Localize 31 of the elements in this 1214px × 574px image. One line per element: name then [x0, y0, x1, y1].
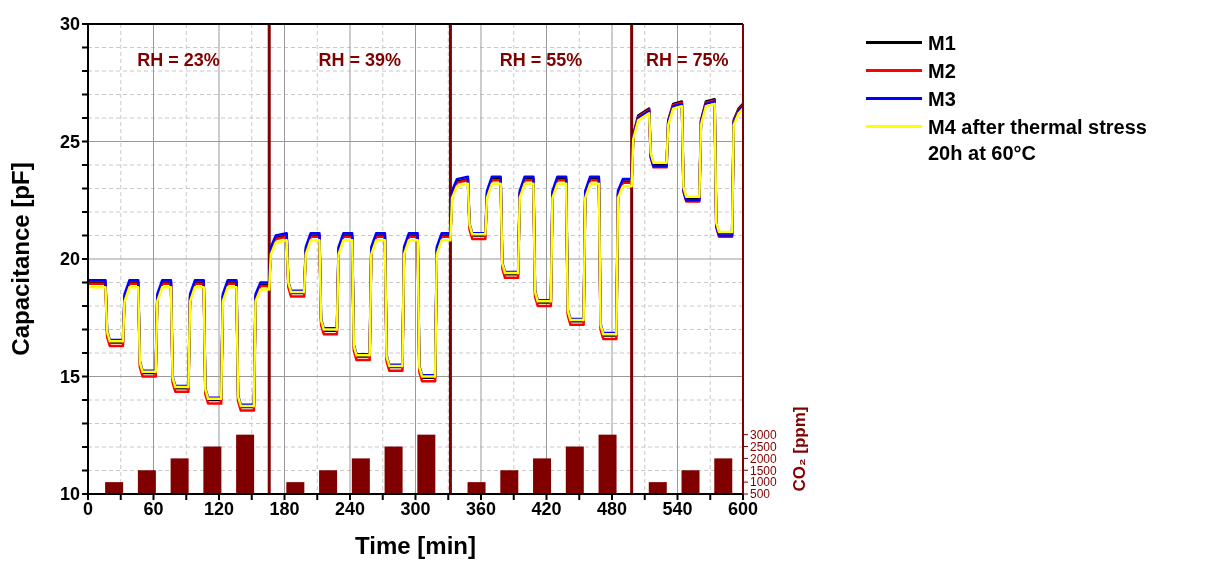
- legend-label: M3: [928, 87, 957, 112]
- y-tick-label: 15: [59, 366, 80, 387]
- x-tick-label: 180: [269, 498, 300, 519]
- y2-axis-title: CO₂ [ppm]: [790, 406, 809, 492]
- legend-label: M2: [928, 59, 957, 84]
- y2-tick-label: 1500: [750, 463, 778, 478]
- x-tick-label: 540: [662, 498, 693, 519]
- x-tick-label: 0: [82, 498, 94, 519]
- x-tick-label: 240: [334, 498, 366, 519]
- y-tick-label: 20: [59, 249, 80, 270]
- y-tick-label: 30: [59, 14, 80, 35]
- y-tick-label: 10: [59, 484, 80, 505]
- y2-tick-label: 2000: [750, 451, 778, 466]
- y-tick-label: 25: [59, 131, 80, 152]
- annotation: RH = 23%: [137, 49, 220, 70]
- x-axis-title: Time [min]: [355, 532, 476, 559]
- x-tick-label: 60: [143, 498, 164, 519]
- annotation: RH = 39%: [318, 49, 402, 70]
- x-tick-label: 480: [596, 498, 628, 519]
- x-tick-label: 300: [400, 498, 431, 519]
- legend-label: M4 after thermal stress 20h at 60°C: [928, 115, 1148, 166]
- annotation: RH = 55%: [499, 49, 583, 70]
- legend-label: M1: [928, 31, 957, 56]
- x-tick-label: 420: [531, 498, 562, 519]
- y-axis-title: Capacitance [pF]: [6, 162, 34, 356]
- y2-tick-label: 2500: [750, 439, 778, 454]
- x-tick-label: 360: [465, 498, 497, 519]
- annotation: RH = 75%: [646, 49, 729, 70]
- x-tick-label: 120: [203, 498, 235, 519]
- y2-tick-label: 1000: [750, 475, 778, 490]
- y2-tick-label: 3000: [750, 427, 778, 442]
